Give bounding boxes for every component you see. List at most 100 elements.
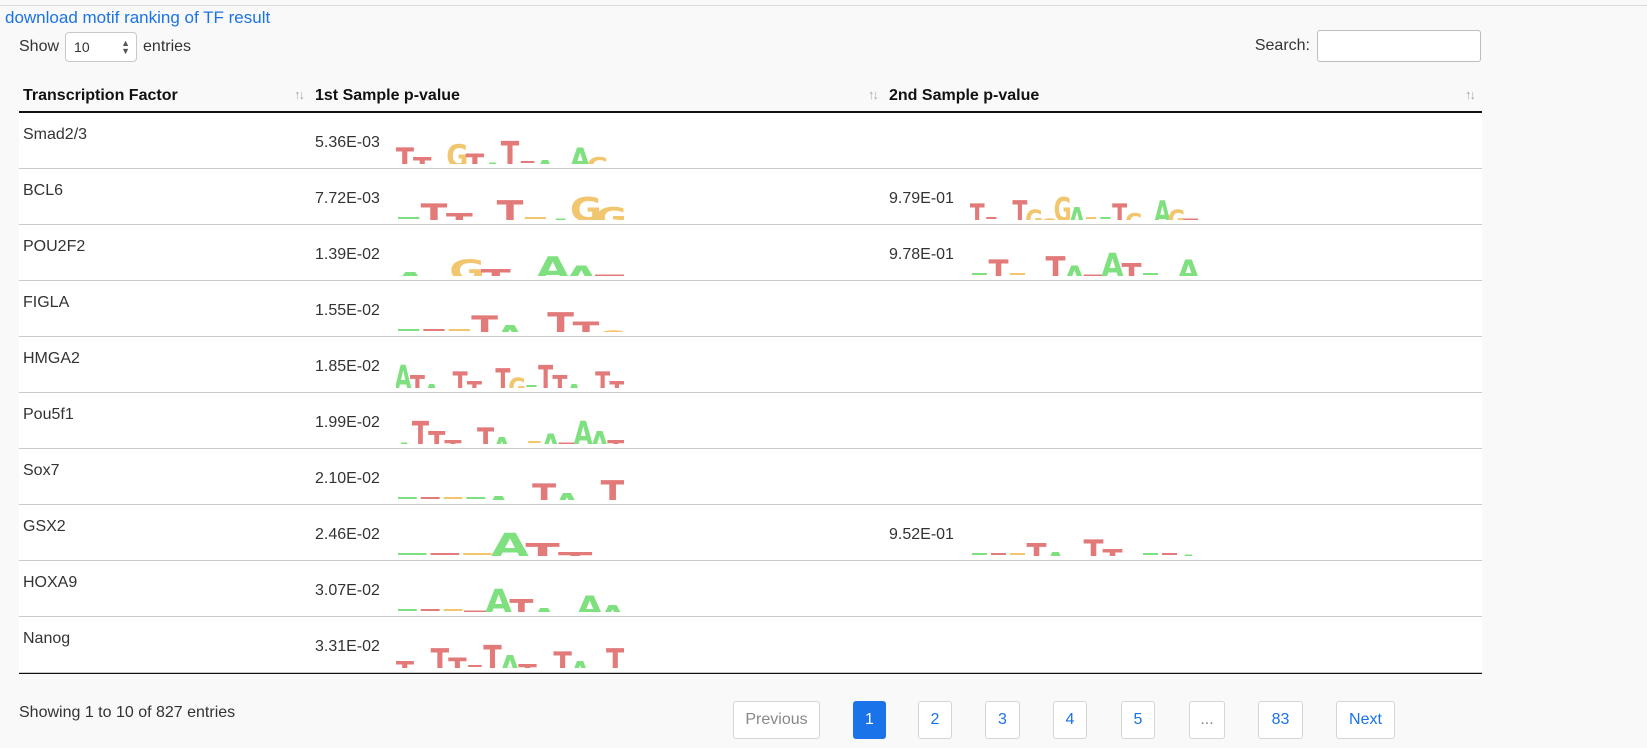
- logo-baseline-mark: [420, 497, 440, 499]
- next-button[interactable]: Next: [1336, 701, 1395, 739]
- logo-baseline-mark: [1010, 273, 1025, 275]
- first-sample-cell: 1.55E-02TATTTG: [311, 281, 885, 336]
- transcription-factor-cell: FIGLA: [23, 294, 70, 311]
- page-length-value: 10: [74, 39, 90, 55]
- logo-letter: T: [448, 653, 467, 668]
- logo-letter: T: [412, 415, 429, 444]
- logo-letter: A: [1177, 552, 1198, 556]
- page-length-select[interactable]: 10 ▲ ▼: [65, 32, 138, 62]
- second-sample-cell: [885, 617, 1482, 672]
- logo-letter: T: [495, 363, 511, 388]
- logo-baseline-mark: [528, 441, 541, 443]
- second-sample-cell: 9.52E-01TAATTAA: [885, 505, 1482, 560]
- logo-letter: T: [595, 272, 624, 276]
- transcription-factor-cell: POU2F2: [23, 238, 86, 255]
- logo-letter: A: [491, 528, 530, 556]
- logo-letter: G: [449, 253, 485, 276]
- sort-icon: ↑↓: [1465, 87, 1476, 102]
- logo-letter: T: [1183, 216, 1198, 220]
- logo-baseline-mark: [991, 553, 1006, 555]
- second-sample-pvalue: 9.78E-01: [889, 246, 954, 263]
- column-header-transcription-factor[interactable]: Transcription Factor ↑↓: [23, 87, 305, 104]
- logo-letter: A: [500, 650, 522, 668]
- logo-letter: A: [495, 320, 526, 332]
- column-header-1st-sample-pvalue[interactable]: 1st Sample p-value ↑↓: [315, 87, 879, 104]
- first-sample-cell: 3.31E-02 TTTTTATGTAAT: [311, 617, 885, 672]
- first-sample-cell: 1.85E-02ATATTTGTGTTAATT: [311, 337, 885, 392]
- pagination-ellipsis: ...: [1189, 701, 1225, 739]
- page-button-1[interactable]: 1: [853, 701, 886, 739]
- logo-letter: A: [599, 601, 624, 612]
- logo-baseline-mark: [420, 609, 440, 611]
- logo-baseline-mark: [1086, 217, 1097, 219]
- pagination: Previous 1 2 3 4 5 ... 83 Next: [0, 701, 1647, 741]
- show-label: Show: [19, 38, 60, 55]
- table-row: Smad2/35.36E-03TTTGTATAAAGA: [19, 113, 1482, 169]
- page-button-3[interactable]: 3: [985, 701, 1020, 739]
- logo-baseline-mark: [443, 497, 463, 499]
- first-sample-pvalue: 7.72E-03: [315, 190, 380, 207]
- logo-letter: A: [536, 250, 571, 276]
- logo-letter: T: [396, 142, 415, 164]
- transcription-factor-cell: BCL6: [23, 182, 64, 199]
- logo-baseline-mark: [1143, 553, 1158, 555]
- logo-letter: T: [532, 478, 556, 500]
- logo-letter: T: [471, 219, 499, 220]
- logo-baseline-mark: [986, 217, 997, 219]
- logo-letter: A: [1025, 275, 1048, 276]
- second-sample-cell: [885, 337, 1482, 392]
- logo-letter: A: [553, 489, 581, 500]
- logo-baseline-mark: [1010, 553, 1025, 555]
- sequence-logo: TATATATTA: [972, 247, 1198, 276]
- search-control: Search:: [1255, 30, 1481, 62]
- logo-letter: G: [595, 328, 624, 332]
- logo-letter: T: [1102, 545, 1123, 556]
- logo-letter: A: [1068, 201, 1085, 220]
- first-sample-cell: 2.10E-02 AATAAT: [311, 449, 885, 504]
- column-header-2nd-sample-pvalue[interactable]: 2nd Sample p-value ↑↓: [889, 87, 1476, 104]
- page-button-4[interactable]: 4: [1053, 701, 1087, 739]
- logo-letter: G: [1168, 204, 1186, 220]
- logo-letter: T: [396, 657, 414, 668]
- logo-letter: T: [446, 208, 473, 220]
- logo-letter: G: [595, 201, 624, 220]
- logo-letter: T: [1026, 537, 1046, 556]
- previous-button[interactable]: Previous: [733, 701, 820, 739]
- table-bottom-rule: [19, 673, 1482, 674]
- second-sample-cell: [885, 393, 1482, 448]
- logo-letter: T: [518, 660, 537, 668]
- logo-letter: A: [546, 216, 577, 220]
- logo-letter: A: [576, 590, 603, 612]
- sort-icon: ↑↓: [868, 87, 879, 102]
- second-sample-cell: [885, 281, 1482, 336]
- first-sample-cell: 7.72E-03TTTTAGG: [311, 169, 885, 224]
- logo-letter: T: [1083, 534, 1103, 556]
- sequence-logo: ATATTTGTGTTAATT: [396, 358, 624, 388]
- logo-letter: A: [485, 583, 513, 612]
- logo-letter: A: [541, 429, 561, 444]
- logo-letter: T: [483, 639, 502, 668]
- first-sample-pvalue: 1.39E-02: [315, 246, 380, 263]
- sequence-logo: TTTTAGG: [398, 192, 624, 220]
- download-motif-ranking-link[interactable]: download motif ranking of TF result: [5, 8, 271, 27]
- second-sample-cell: [885, 561, 1482, 616]
- logo-baseline-mark: [398, 609, 417, 611]
- transcription-factor-cell: HMGA2: [23, 350, 80, 367]
- page-button-2[interactable]: 2: [918, 701, 952, 739]
- logo-letter: T: [558, 439, 575, 444]
- select-arrows-icon: ▲ ▼: [121, 38, 131, 56]
- logo-letter: T: [1121, 257, 1141, 276]
- second-sample-cell: [885, 113, 1482, 168]
- page-button-5[interactable]: 5: [1121, 701, 1155, 739]
- logo-letter: A: [576, 498, 604, 500]
- logo-letter: T: [471, 311, 498, 332]
- logo-letter: G: [587, 153, 609, 164]
- page-button-83[interactable]: 83: [1258, 701, 1303, 739]
- logo-letter: T: [601, 474, 624, 500]
- logo-letter: T: [998, 218, 1014, 220]
- logo-letter: A: [566, 381, 583, 388]
- search-input[interactable]: [1317, 30, 1481, 62]
